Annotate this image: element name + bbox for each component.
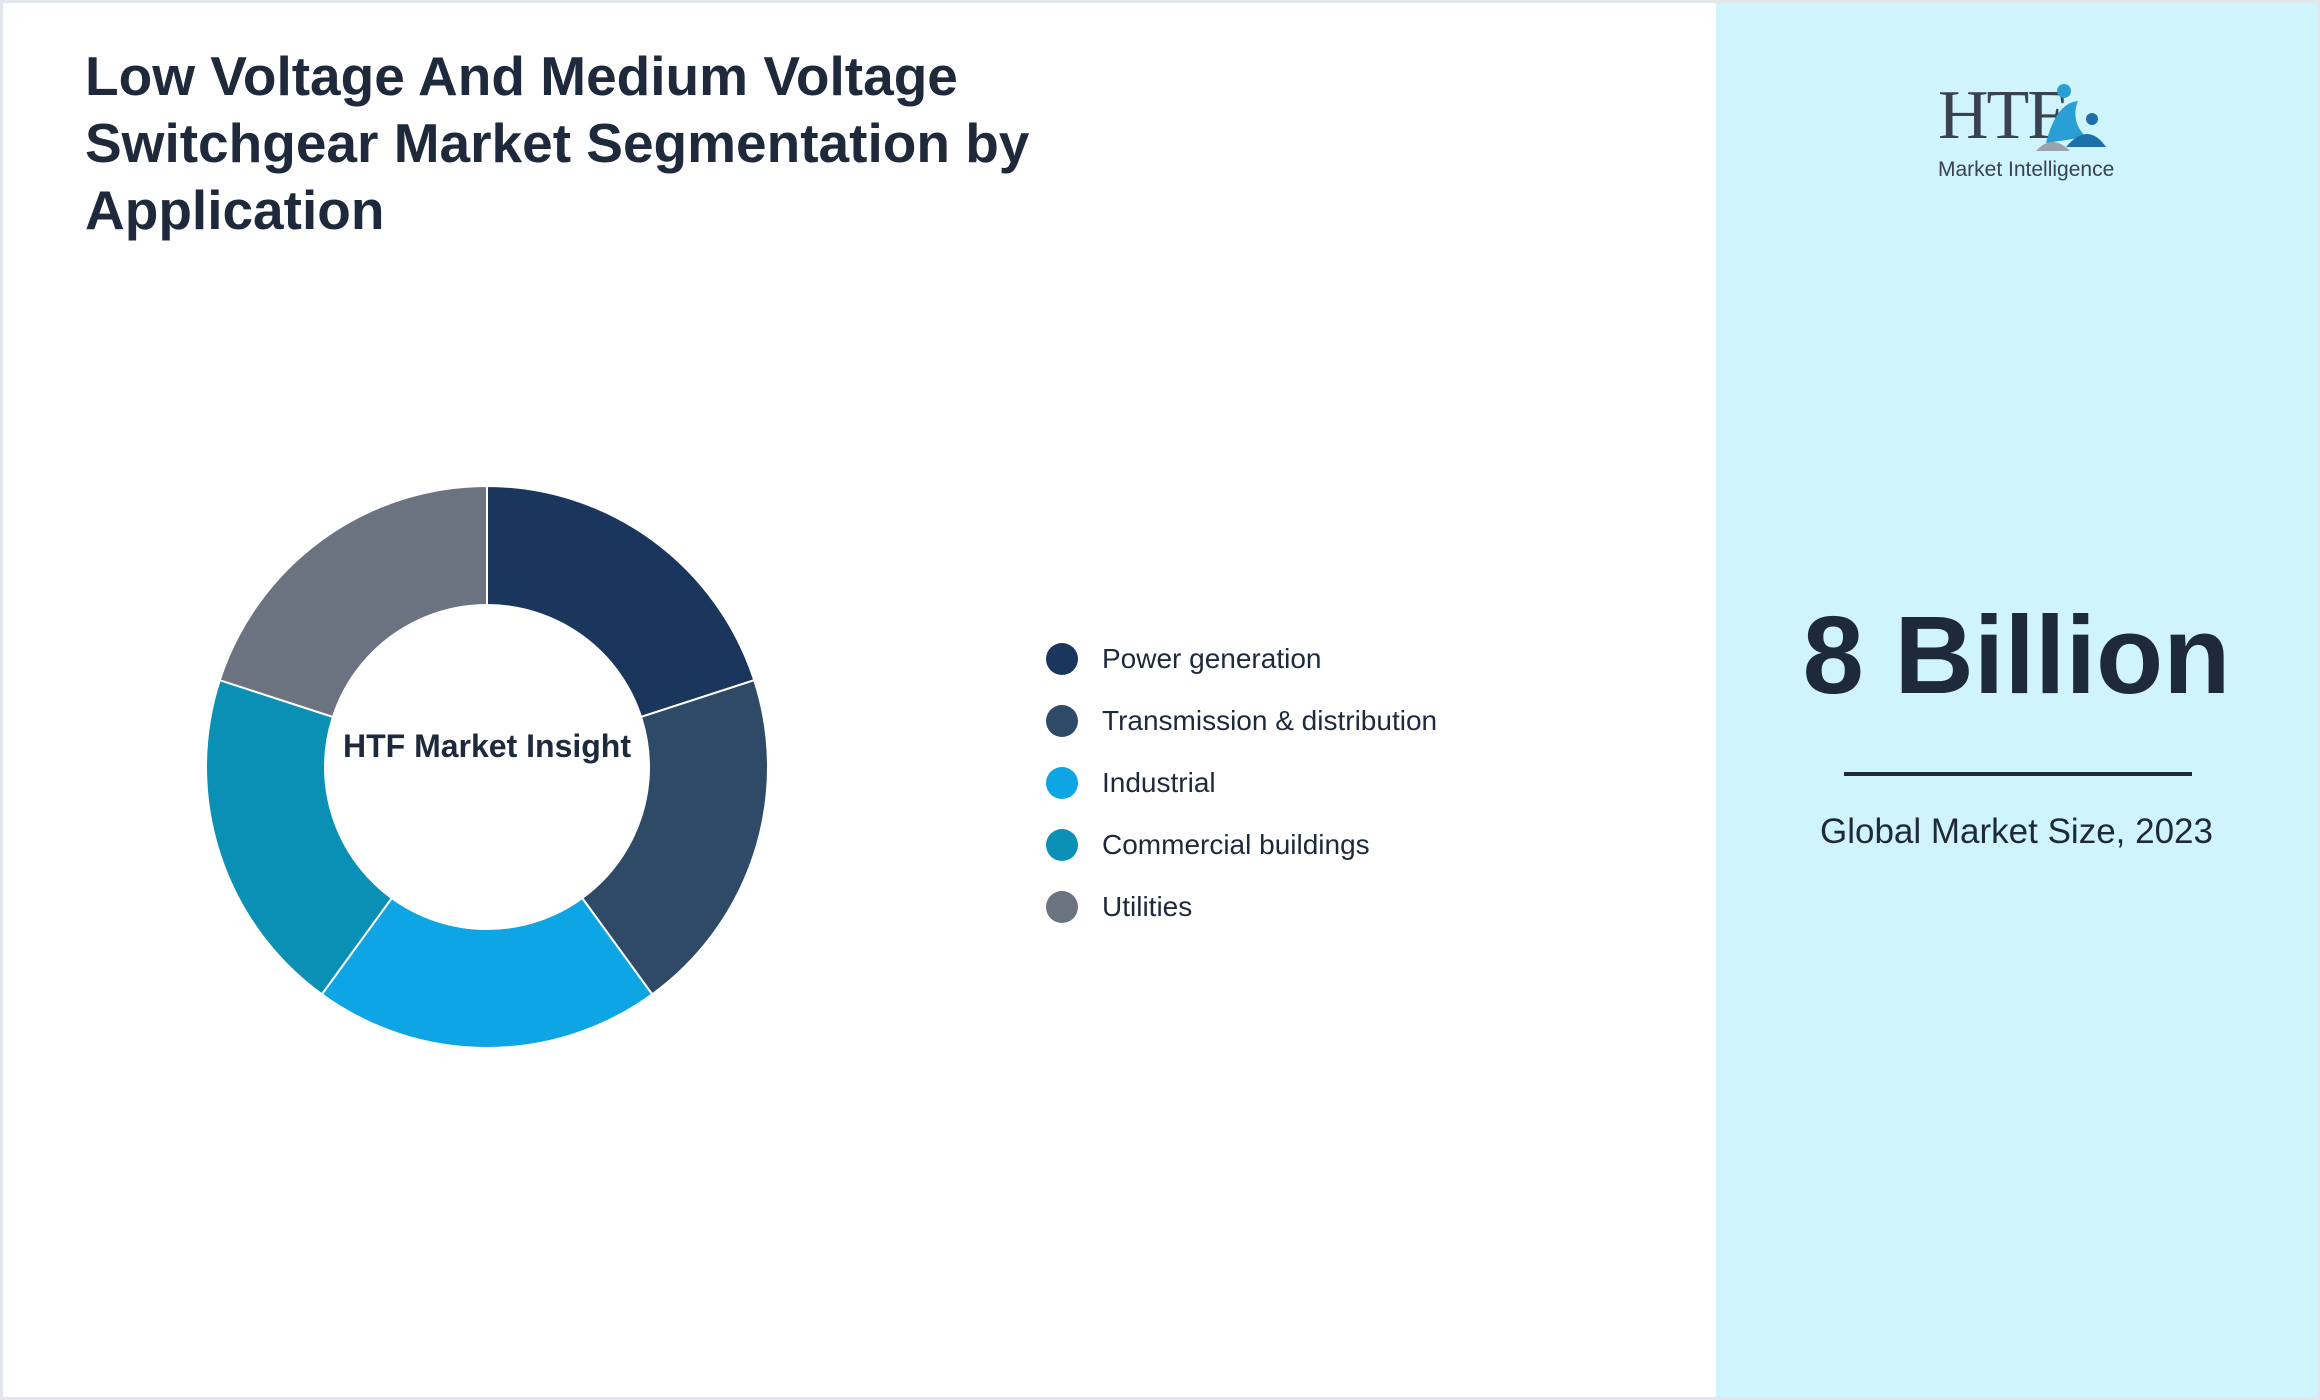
legend-item: Power generation	[1046, 628, 1437, 690]
legend-label: Commercial buildings	[1102, 829, 1370, 860]
logo-wordmark: HTF	[1938, 77, 2066, 154]
legend-label: Industrial	[1102, 767, 1216, 798]
donut-slice-utilities	[218, 484, 488, 719]
legend-swatch	[1046, 767, 1078, 799]
page-title: Low Voltage And Medium Voltage Switchgea…	[85, 45, 1030, 241]
legend-label: Transmission & distribution	[1102, 705, 1438, 736]
legend-item: Transmission & distribution	[1046, 690, 1437, 752]
market-size-panel: HTF Market Intelligence 8 Billion Global…	[1716, 3, 2317, 1397]
legend-item: Utilities	[1046, 876, 1437, 938]
logo-figures-icon	[2036, 84, 2106, 151]
legend-label: Power generation	[1102, 643, 1322, 674]
market-size-value: 8 Billion	[1802, 594, 2231, 717]
donut-center-label: HTF Market Insight	[342, 728, 631, 764]
legend-swatch	[1046, 829, 1078, 861]
legend-swatch	[1046, 705, 1078, 737]
market-size-caption: Global Market Size, 2023	[1820, 812, 2213, 851]
legend-item: Industrial	[1046, 752, 1437, 814]
donut-slice-commercial-buildings	[205, 678, 394, 996]
logo-subtitle: Market Intelligence	[1938, 158, 2115, 181]
chart-legend: Power generation Transmission & distribut…	[1046, 628, 1437, 938]
legend-item: Commercial buildings	[1046, 814, 1437, 876]
legend-swatch	[1046, 891, 1078, 923]
legend-swatch	[1046, 643, 1078, 675]
divider	[1844, 772, 2192, 776]
donut-slice-power-generation	[486, 484, 756, 719]
donut-slice-transmission-distribution	[580, 678, 769, 996]
chart-panel: Low Voltage And Medium Voltage Switchgea…	[3, 3, 1716, 1397]
donut-chart	[205, 484, 769, 1050]
htf-logo: HTF Market Intelligence	[1926, 81, 2116, 191]
donut-slice-industrial	[320, 896, 654, 1050]
legend-label: Utilities	[1102, 891, 1193, 922]
